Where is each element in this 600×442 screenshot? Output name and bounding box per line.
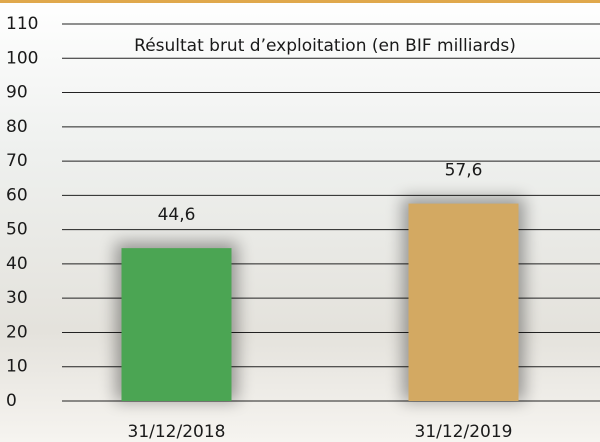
- x-tick-label: 31/12/2019: [415, 422, 513, 442]
- y-tick-label: 100: [6, 48, 38, 68]
- y-tick-label: 60: [6, 185, 28, 205]
- bar: [121, 248, 232, 401]
- x-tick-label: 31/12/2018: [128, 422, 226, 442]
- y-tick-label: 10: [6, 357, 28, 377]
- bar: [408, 203, 519, 401]
- value-label: 44,6: [158, 205, 196, 225]
- y-tick-label: 80: [6, 117, 28, 137]
- top-border: [0, 0, 600, 3]
- y-tick-label: 40: [6, 254, 28, 274]
- value-label: 57,6: [445, 161, 483, 181]
- y-tick-label: 20: [6, 322, 28, 342]
- y-tick-label: 0: [6, 391, 17, 411]
- y-tick-label: 70: [6, 151, 28, 171]
- y-tick-label: 110: [6, 14, 38, 34]
- y-tick-label: 50: [6, 220, 28, 240]
- y-tick-label: 90: [6, 83, 28, 103]
- y-tick-label: 30: [6, 288, 28, 308]
- chart-title: Résultat brut d’exploitation (en BIF mil…: [134, 36, 516, 56]
